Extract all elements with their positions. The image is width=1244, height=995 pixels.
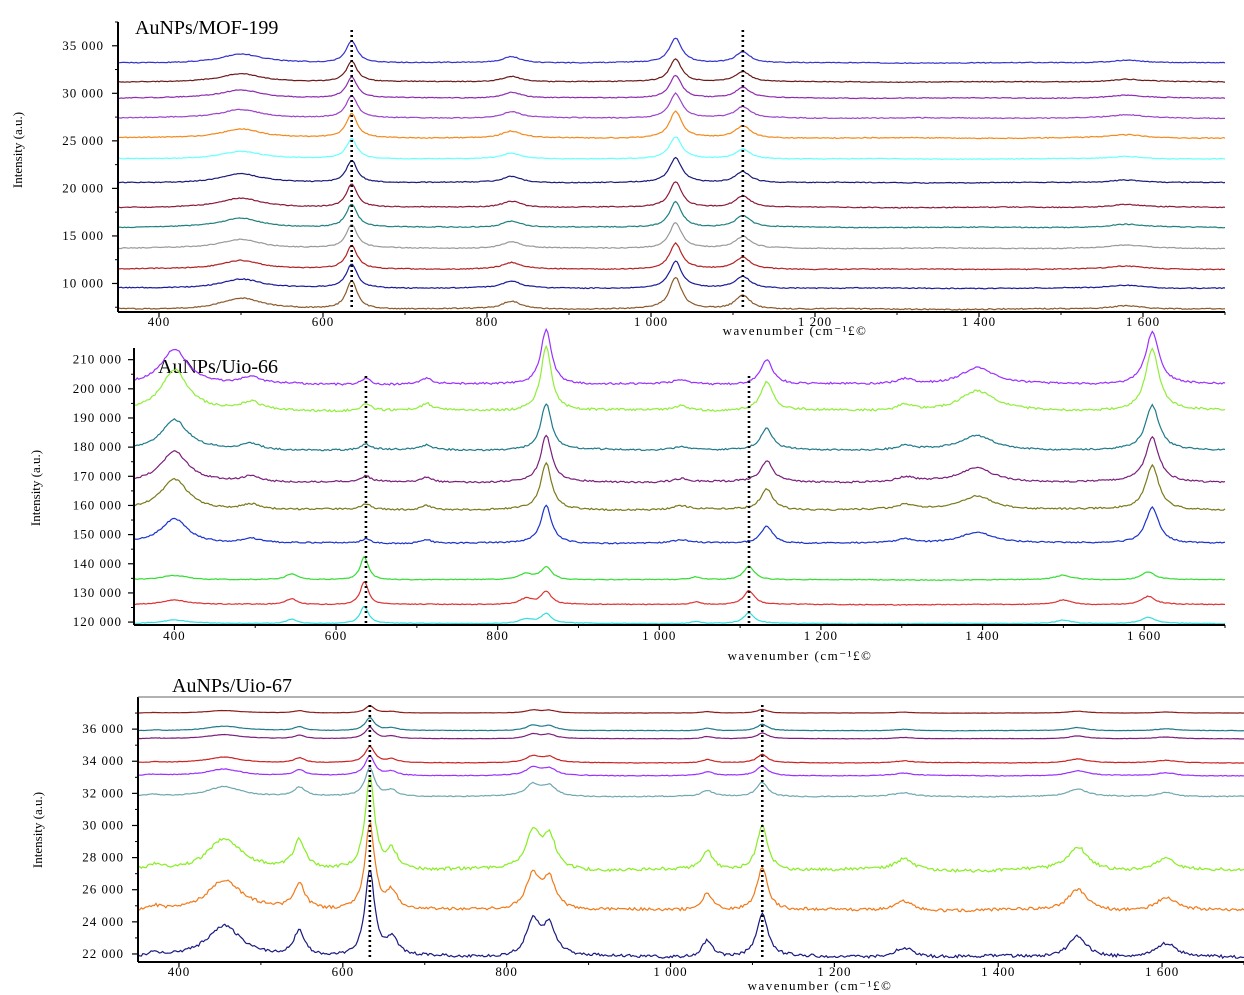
- x-tick-label: 800: [486, 628, 509, 643]
- panel-mof-199: AuNPs/MOF-199 Intensity (a.u.) wavenumbe…: [10, 17, 1226, 338]
- panel-title: AuNPs/MOF-199: [135, 17, 278, 39]
- x-tick-label: 400: [148, 314, 171, 329]
- x-tick-label: 800: [476, 314, 499, 329]
- x-tick-label: 400: [163, 628, 186, 643]
- spectrum-line: [138, 767, 1244, 798]
- x-axis-label: wavenumber (cm⁻¹£©: [728, 648, 873, 663]
- panel-uio-66: AuNPs/Uio-66 Intensity (a.u.) wavenumber…: [28, 327, 1226, 663]
- y-tick-label: 26 000: [82, 882, 124, 897]
- y-tick-label: 20 000: [62, 180, 104, 195]
- y-tick-label: 160 000: [73, 497, 122, 512]
- y-tick-label: 120 000: [73, 614, 122, 629]
- spectrum-line: [117, 181, 1226, 209]
- spectrum-line: [118, 222, 1226, 250]
- y-tick-label: 140 000: [73, 556, 122, 571]
- y-tick-label: 180 000: [73, 439, 122, 454]
- y-tick-label: 35 000: [62, 38, 104, 53]
- y-tick-label: 190 000: [73, 410, 122, 425]
- spectrum-line: [137, 705, 1244, 714]
- spectrum-line: [137, 870, 1244, 960]
- spectrum-line: [117, 92, 1226, 120]
- y-tick-label: 210 000: [73, 352, 122, 367]
- y-tick-label: 36 000: [82, 721, 124, 736]
- y-tick-label: 30 000: [82, 817, 124, 832]
- spectrum-line: [117, 110, 1226, 140]
- x-tick-label: 1 600: [1145, 964, 1179, 979]
- x-tick-label: 1 400: [981, 964, 1015, 979]
- x-tick-label: 600: [332, 964, 355, 979]
- spectrum-line: [117, 276, 1226, 311]
- spectrum-line: [117, 200, 1226, 229]
- x-tick-label: 800: [495, 964, 518, 979]
- y-axis-label: Intensity (a.u.): [30, 792, 45, 868]
- x-tick-label: 1 200: [817, 964, 851, 979]
- x-tick-label: 400: [168, 964, 191, 979]
- y-tick-label: 130 000: [73, 585, 122, 600]
- spectrum-line: [117, 241, 1226, 271]
- spectrum-line: [117, 156, 1226, 184]
- panel-title: AuNPs/Uio-67: [172, 675, 292, 697]
- x-tick-label: 600: [312, 314, 335, 329]
- panel-uio-67: AuNPs/Uio-67 Intensity (a.u.) wavenumber…: [30, 675, 1244, 993]
- y-tick-label: 34 000: [82, 753, 124, 768]
- x-tick-label: 600: [325, 628, 348, 643]
- y-tick-label: 200 000: [73, 381, 122, 396]
- y-tick-label: 10 000: [62, 275, 104, 290]
- x-tick-label: 1 400: [962, 314, 996, 329]
- y-axis-label: Intensity (a.u.): [28, 450, 43, 526]
- spectrum-line: [137, 821, 1244, 913]
- x-tick-label: 1 600: [1126, 314, 1160, 329]
- x-tick-label: 1 400: [965, 628, 999, 643]
- spectrum-line: [137, 726, 1244, 740]
- x-tick-label: 1 200: [804, 628, 838, 643]
- spectrum-line: [133, 434, 1226, 484]
- spectrum-line: [137, 776, 1244, 873]
- spectrum-line: [117, 74, 1226, 100]
- spectrum-line: [137, 755, 1244, 777]
- spectrum-line: [133, 605, 1226, 625]
- x-tick-label: 1 000: [634, 314, 668, 329]
- x-axis-label: wavenumber (cm⁻¹£©: [723, 323, 868, 338]
- y-tick-label: 30 000: [62, 85, 104, 100]
- x-tick-label: 1 000: [653, 964, 687, 979]
- spectrum-line: [133, 461, 1226, 512]
- x-tick-label: 1 600: [1127, 628, 1161, 643]
- y-tick-label: 150 000: [73, 527, 122, 542]
- y-tick-label: 15 000: [62, 228, 104, 243]
- y-axis-label: Intensity (a.u.): [10, 112, 25, 188]
- spectrum-line: [117, 260, 1226, 290]
- y-tick-label: 32 000: [82, 785, 124, 800]
- spectrum-line: [137, 745, 1244, 764]
- y-tick-label: 25 000: [62, 133, 104, 148]
- y-tick-label: 22 000: [82, 946, 124, 961]
- y-tick-label: 24 000: [82, 914, 124, 929]
- spectrum-line: [133, 556, 1226, 582]
- y-tick-label: 170 000: [73, 468, 122, 483]
- spectrum-line: [117, 136, 1226, 161]
- x-tick-label: 1 000: [642, 628, 676, 643]
- spectrum-line: [133, 403, 1226, 452]
- spectrum-line: [133, 327, 1226, 386]
- spectrum-line: [133, 344, 1226, 413]
- spectrum-line: [117, 58, 1226, 84]
- y-tick-label: 28 000: [82, 850, 124, 865]
- panel-title: AuNPs/Uio-66: [158, 356, 278, 378]
- spectrum-line: [133, 581, 1225, 606]
- spectrum-line: [117, 37, 1226, 65]
- x-tick-label: 1 200: [798, 314, 832, 329]
- spectrum-line: [133, 504, 1226, 545]
- x-axis-label: wavenumber (cm⁻¹£©: [748, 978, 893, 993]
- spectrum-line: [138, 717, 1244, 732]
